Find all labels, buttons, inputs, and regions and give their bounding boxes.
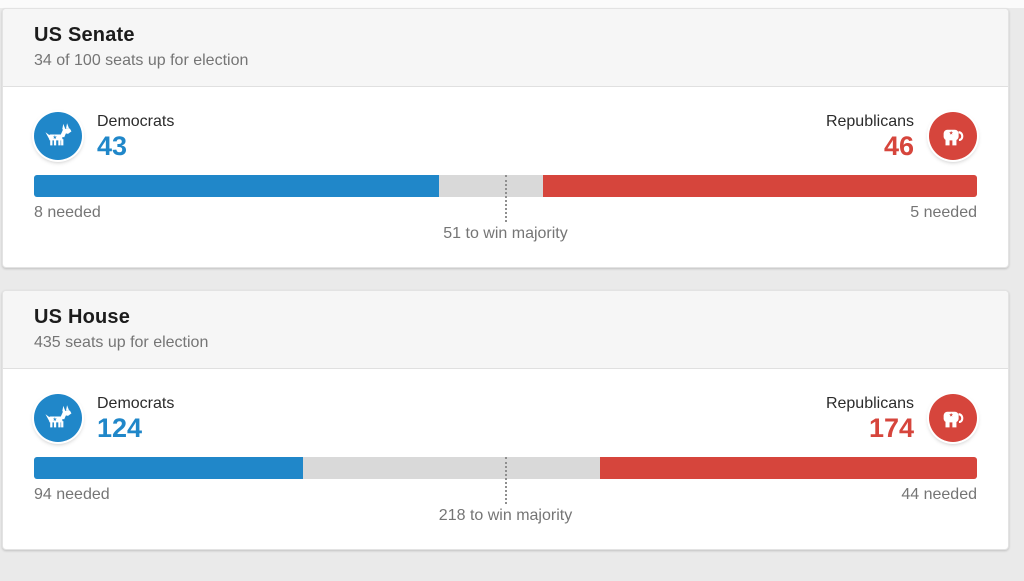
- democrats-label: Democrats: [97, 395, 175, 413]
- republican-elephant-icon: [929, 112, 977, 160]
- republicans-text: Republicans 46: [826, 112, 914, 162]
- republican-bar-segment: [543, 175, 977, 198]
- majority-label: 218 to win majority: [438, 507, 573, 525]
- senate-bar-area: 8 needed 5 needed 51 to win majority: [34, 175, 977, 247]
- democrat-bar-segment: [34, 175, 440, 198]
- republicans-label: Republicans: [825, 395, 914, 413]
- majority-label: 51 to win majority: [443, 225, 568, 243]
- section-us-senate: US Senate 34 of 100 seats up for electio…: [2, 8, 1009, 269]
- democrat-donkey-icon: [34, 394, 82, 443]
- house-bar-area: 94 needed 44 needed 218 to win majority: [34, 457, 977, 529]
- rep-needed-label: 44 needed: [901, 486, 977, 504]
- democrats-block: Democrats 124: [34, 394, 174, 444]
- democrat-bar-segment: [34, 457, 303, 480]
- democrat-donkey-icon: [34, 112, 82, 160]
- rep-needed-label: 5 needed: [910, 204, 977, 222]
- section-subtitle: 34 of 100 seats up for election: [34, 52, 249, 69]
- republicans-block: Republicans 174: [826, 394, 977, 444]
- republicans-block: Republicans 46: [826, 112, 977, 162]
- democrats-text: Democrats 43: [97, 112, 174, 162]
- section-title: US House: [34, 306, 131, 329]
- senate-header: US Senate 34 of 100 seats up for electio…: [3, 9, 1008, 87]
- republican-elephant-icon: [929, 394, 977, 443]
- house-results: Democrats 124 Republicans 174: [3, 369, 1008, 549]
- majority-marker: [504, 175, 507, 223]
- democrats-count: 43: [97, 131, 128, 161]
- section-us-house: US House 435 seats up for election: [2, 290, 1009, 551]
- majority-marker: [504, 457, 507, 505]
- democrats-count: 124: [97, 413, 143, 444]
- page-top-strip: [0, 0, 1024, 8]
- republican-bar-segment: [599, 457, 977, 480]
- needed-row: 8 needed 5 needed: [34, 204, 977, 222]
- democrats-text: Democrats 124: [97, 394, 174, 444]
- democrats-block: Democrats 43: [34, 112, 174, 162]
- dem-needed-label: 8 needed: [34, 204, 101, 222]
- democrats-label: Democrats: [97, 113, 175, 130]
- needed-row: 94 needed 44 needed: [34, 486, 977, 504]
- dem-needed-label: 94 needed: [34, 486, 110, 504]
- senate-results: Democrats 43 Republicans 46: [3, 87, 1008, 267]
- party-row: Democrats 124 Republicans 174: [34, 394, 977, 444]
- republicans-count: 174: [868, 413, 914, 444]
- house-header: US House 435 seats up for election: [3, 291, 1008, 370]
- republicans-count: 46: [883, 131, 914, 161]
- section-subtitle: 435 seats up for election: [34, 334, 209, 352]
- republicans-text: Republicans 174: [826, 394, 914, 444]
- republicans-label: Republicans: [825, 113, 914, 130]
- section-title: US Senate: [34, 24, 135, 46]
- party-row: Democrats 43 Republicans 46: [34, 112, 977, 162]
